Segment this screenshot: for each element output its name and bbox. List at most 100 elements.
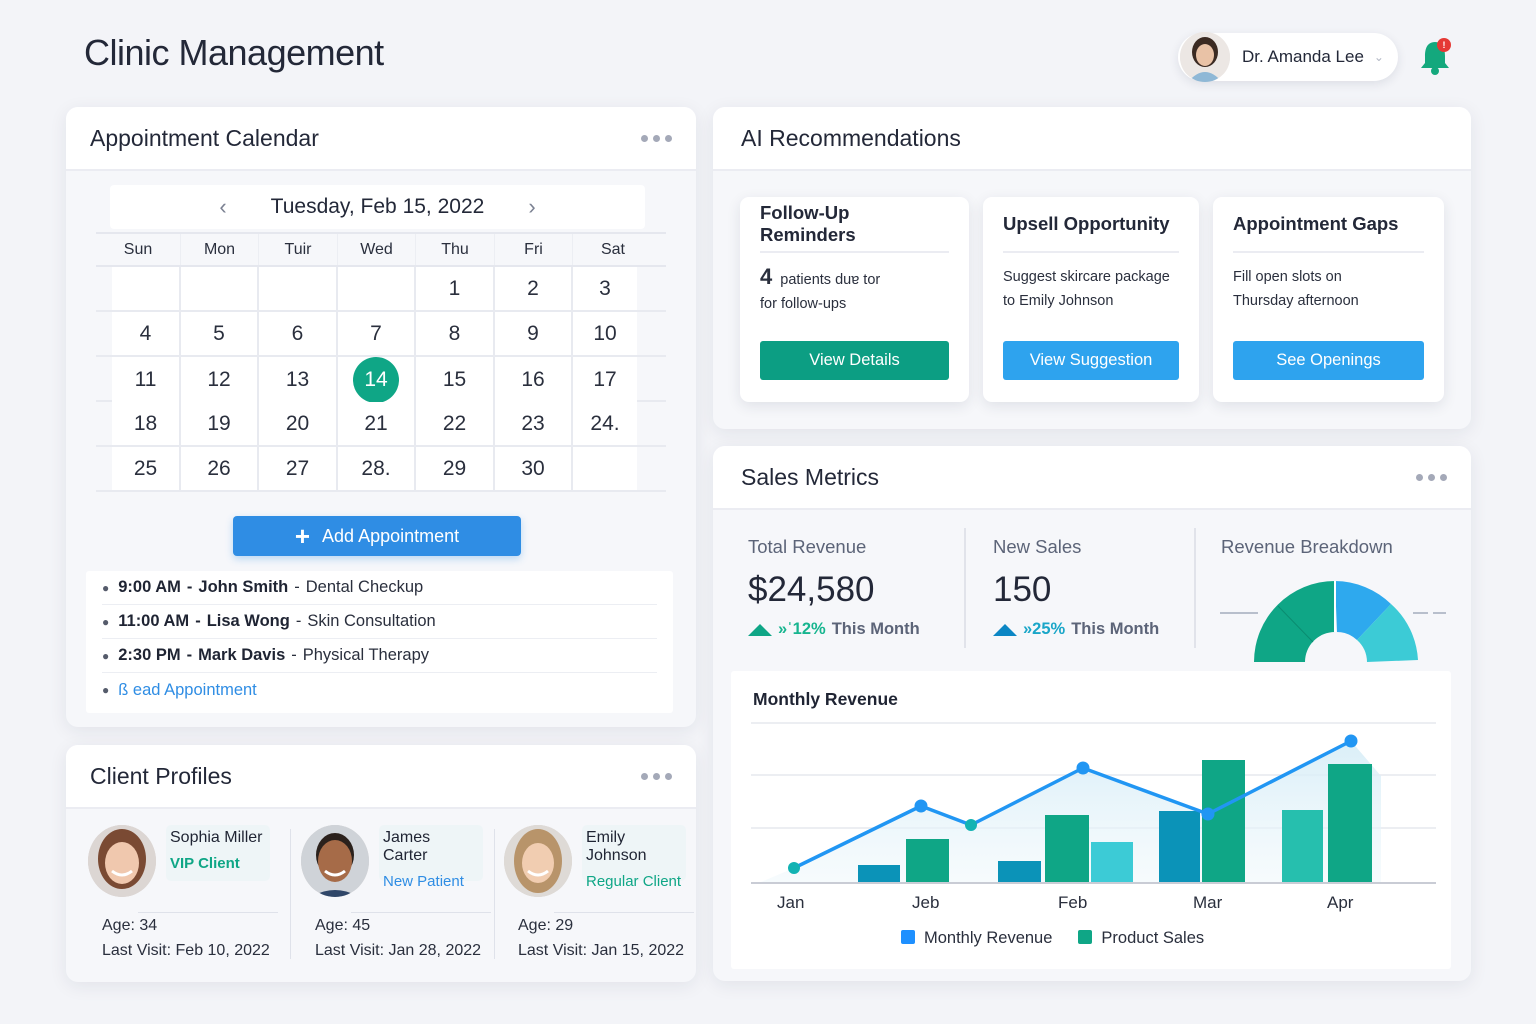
calendar-day[interactable]: 16 <box>495 357 573 403</box>
calendar-day[interactable]: 17 <box>573 357 637 403</box>
appointment-time: 2:30 PM <box>118 646 181 664</box>
next-month-icon[interactable]: › <box>528 194 536 219</box>
recommendation-title: Upsell Opportunity <box>1003 197 1179 253</box>
recommendation-count: 4 <box>760 264 773 289</box>
calendar-day[interactable]: 24. <box>573 402 637 445</box>
divider <box>494 829 495 959</box>
client-last-visit: Last Visit: Jan 28, 2022 <box>315 942 482 959</box>
revenue-breakdown: Revenue Breakdown <box>1221 536 1393 558</box>
client-age: Age: 34 <box>102 917 158 934</box>
more-options-icon[interactable] <box>641 772 672 780</box>
calendar-day[interactable]: 6 <box>259 312 338 355</box>
see-openings-button[interactable]: See Openings <box>1233 341 1424 380</box>
calendar-day[interactable]: 3 <box>573 267 637 310</box>
metric-label: New Sales <box>993 536 1082 557</box>
appointment-patient: John Smith <box>198 578 289 596</box>
view-suggestion-button[interactable]: View Suggestion <box>1003 341 1179 380</box>
calendar-grid: Sun Mon Tuir Wed Thu Fri Sat 1 2 3 4 5 6… <box>96 232 666 492</box>
chart-legend: Monthly Revenue Product Sales <box>901 929 1204 948</box>
calendar-day[interactable]: 21 <box>338 402 416 445</box>
client-last-visit: Last Visit: Jan 15, 2022 <box>518 942 685 959</box>
new-sales-metric: New Sales 150 »25% This Month <box>993 536 1159 639</box>
change-suffix: This Month <box>1071 620 1160 638</box>
calendar-day[interactable]: 15 <box>416 357 495 403</box>
calendar-week: 25 26 27 28. 29 30 <box>96 447 666 492</box>
appointment-item[interactable]: ● 9:00 AM - John Smith - Dental Checkup <box>102 571 657 605</box>
calendar-day[interactable]: 25 <box>112 447 181 490</box>
calendar-day[interactable]: 18 <box>112 402 181 445</box>
more-options-icon[interactable] <box>641 134 672 142</box>
more-options-icon[interactable] <box>1416 473 1447 481</box>
recommendation-line: to Emily Johnson <box>1003 293 1114 309</box>
calendar-day[interactable] <box>181 267 259 310</box>
add-appointment-button[interactable]: + Add Appointment <box>233 516 521 556</box>
calendar-week: 1 2 3 <box>96 267 666 312</box>
client-name: James Carter <box>383 829 431 864</box>
total-revenue-metric: Total Revenue $24,580 »ˈ12% This Month <box>748 536 920 639</box>
add-appointment-link[interactable]: ● ß ead Appointment <box>102 673 657 707</box>
calendar-day[interactable]: 22 <box>416 402 495 445</box>
appointment-item[interactable]: ● 11:00 AM - Lisa Wong - Skin Consultation <box>102 605 657 639</box>
client-info: James Carter New Patient <box>379 825 483 890</box>
x-tick-label: Feb <box>1058 893 1088 912</box>
calendar-day-selected[interactable]: 14 <box>338 357 416 403</box>
revenue-breakdown-chart <box>1220 581 1446 662</box>
legend-item-product-sales[interactable]: Product Sales <box>1078 929 1204 948</box>
calendar-day[interactable]: 27 <box>259 447 338 490</box>
calendar-day[interactable]: 20 <box>259 402 338 445</box>
calendar-title: Appointment Calendar <box>90 124 319 151</box>
calendar-day[interactable]: 4 <box>112 312 181 355</box>
weekday-header: Sun Mon Tuir Wed Thu Fri Sat <box>96 232 666 267</box>
recommendation-line: for follow-ups <box>760 296 847 312</box>
user-menu[interactable]: Dr. Amanda Lee ⌄ <box>1178 32 1398 82</box>
calendar-day[interactable]: 8 <box>416 312 495 355</box>
ai-header: AI Recommendations <box>713 107 1471 171</box>
calendar-day[interactable] <box>338 267 416 310</box>
client-avatar <box>301 825 369 897</box>
appointment-item[interactable]: ● 2:30 PM - Mark Davis - Physical Therapy <box>102 639 657 673</box>
client-tag: Regular Client <box>586 873 682 890</box>
calendar-day[interactable]: 29 <box>416 447 495 490</box>
calendar-day[interactable]: 19 <box>181 402 259 445</box>
calendar-day[interactable]: 13 <box>259 357 338 403</box>
view-details-button[interactable]: View Details <box>760 341 949 380</box>
breakdown-label: Revenue Breakdown <box>1221 536 1393 557</box>
recommendation-text: Suggest skircare package to Emily Johnso… <box>1003 265 1179 329</box>
client-name: Emily Johnson <box>586 829 647 864</box>
weekday-label: Thu <box>416 234 495 265</box>
calendar-day[interactable]: 9 <box>495 312 573 355</box>
notification-badge: ! <box>1437 38 1451 52</box>
prev-month-icon[interactable]: ‹ <box>219 194 227 219</box>
client-card[interactable]: Sophia Miller VIP Client Age: 34 Last Vi… <box>88 825 288 965</box>
calendar-day[interactable]: 28. <box>338 447 416 490</box>
calendar-day[interactable]: 1 <box>416 267 495 310</box>
calendar-week: 11 12 13 14 15 16 17 <box>96 357 666 403</box>
calendar-day[interactable]: 7 <box>338 312 416 355</box>
client-card[interactable]: Emily Johnson Regular Client Age: 29 Las… <box>504 825 704 965</box>
calendar-header: Appointment Calendar <box>66 107 696 171</box>
calendar-day[interactable] <box>259 267 338 310</box>
recommendation-card: Appointment Gaps Fill open slots on Thur… <box>1213 197 1444 402</box>
metric-change: »ˈ12% This Month <box>748 620 920 639</box>
calendar-day[interactable] <box>573 447 637 490</box>
divider <box>290 829 291 959</box>
calendar-day[interactable]: 5 <box>181 312 259 355</box>
recommendation-text: 4 patients duɐ tor for follow-ups <box>760 265 949 329</box>
calendar-day[interactable]: 11 <box>112 357 181 403</box>
change-suffix: This Month <box>831 620 920 638</box>
legend-label: Monthly Revenue <box>924 929 1053 947</box>
legend-item-monthly-revenue[interactable]: Monthly Revenue <box>901 929 1052 948</box>
calendar-day[interactable]: 26 <box>181 447 259 490</box>
calendar-day[interactable]: 12 <box>181 357 259 403</box>
calendar-day[interactable]: 10 <box>573 312 637 355</box>
ai-title: AI Recommendations <box>741 124 961 151</box>
recommendation-title: Follow-Up Reminders <box>760 197 949 253</box>
bullet-icon: ● <box>102 648 110 663</box>
client-card[interactable]: James Carter New Patient Age: 45 Last Vi… <box>301 825 501 965</box>
recommendation-card: Follow-Up Reminders 4 patients duɐ tor fo… <box>740 197 969 402</box>
calendar-day[interactable]: 30 <box>495 447 573 490</box>
calendar-day[interactable]: 2 <box>495 267 573 310</box>
calendar-day[interactable] <box>112 267 181 310</box>
calendar-day[interactable]: 23 <box>495 402 573 445</box>
appointment-list: ● 9:00 AM - John Smith - Dental Checkup ● … <box>86 571 673 713</box>
